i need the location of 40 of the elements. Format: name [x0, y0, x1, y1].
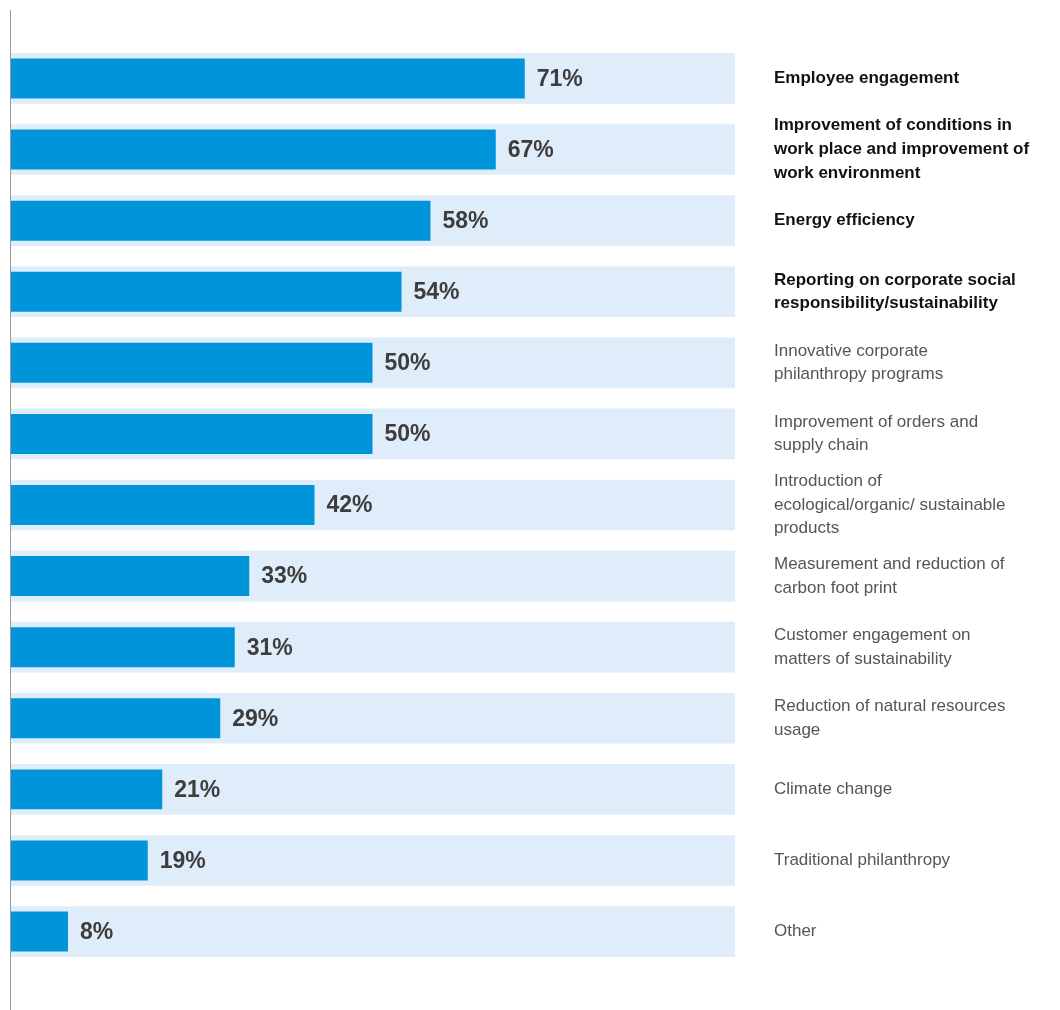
- y-tick-label: Reduction of natural resources usage: [774, 696, 1006, 739]
- bar: [10, 911, 68, 952]
- bar: [10, 556, 250, 597]
- data-label: 8%: [80, 917, 114, 944]
- bar: [10, 840, 148, 881]
- data-label: 50%: [384, 349, 431, 376]
- y-tick-label: Other: [774, 921, 817, 941]
- y-tick-label: Improvement of orders and supply chain: [774, 411, 979, 455]
- bar: [10, 342, 373, 383]
- y-tick-label: Customer engagement on matters of sustainability: [774, 624, 971, 668]
- y-tick-label: Climate change: [774, 779, 893, 799]
- bar: [10, 271, 402, 312]
- y-tick-label: Reporting on corporate social responsibility/sustainability: [774, 269, 1016, 313]
- bar: [10, 698, 221, 739]
- data-label: 71%: [536, 64, 583, 91]
- bar: [10, 129, 496, 170]
- data-label: 31%: [246, 633, 293, 660]
- y-tick-label: Measurement and reduction of carbon foot print: [774, 553, 1005, 597]
- bar: [10, 906, 735, 957]
- data-label: 21%: [174, 775, 221, 802]
- data-label: 54%: [413, 278, 460, 305]
- y-tick-label: Employee engagement: [774, 68, 960, 88]
- data-label: 33%: [261, 562, 308, 589]
- bar: [10, 769, 163, 810]
- data-label: 67%: [507, 135, 554, 162]
- data-label: 19%: [159, 846, 206, 873]
- y-tick-label: Innovative corporate philanthropy programs: [774, 340, 944, 384]
- bar: [10, 627, 235, 668]
- bar: [10, 200, 431, 241]
- y-tick-label: Traditional philanthropy: [774, 850, 951, 870]
- data-label: 50%: [384, 420, 431, 447]
- y-tick-label: Introduction of ecological/organic/ sustainable products: [774, 470, 1006, 538]
- bar: [10, 485, 315, 525]
- data-label: 29%: [232, 704, 279, 731]
- bar: [10, 58, 525, 99]
- data-label: 42%: [326, 491, 373, 518]
- data-label: 58%: [442, 206, 489, 233]
- bar: [10, 413, 373, 454]
- y-tick-label: Energy efficiency: [774, 210, 916, 230]
- y-tick-label: Improvement of conditions in work place and improvement of work environment: [773, 115, 1030, 183]
